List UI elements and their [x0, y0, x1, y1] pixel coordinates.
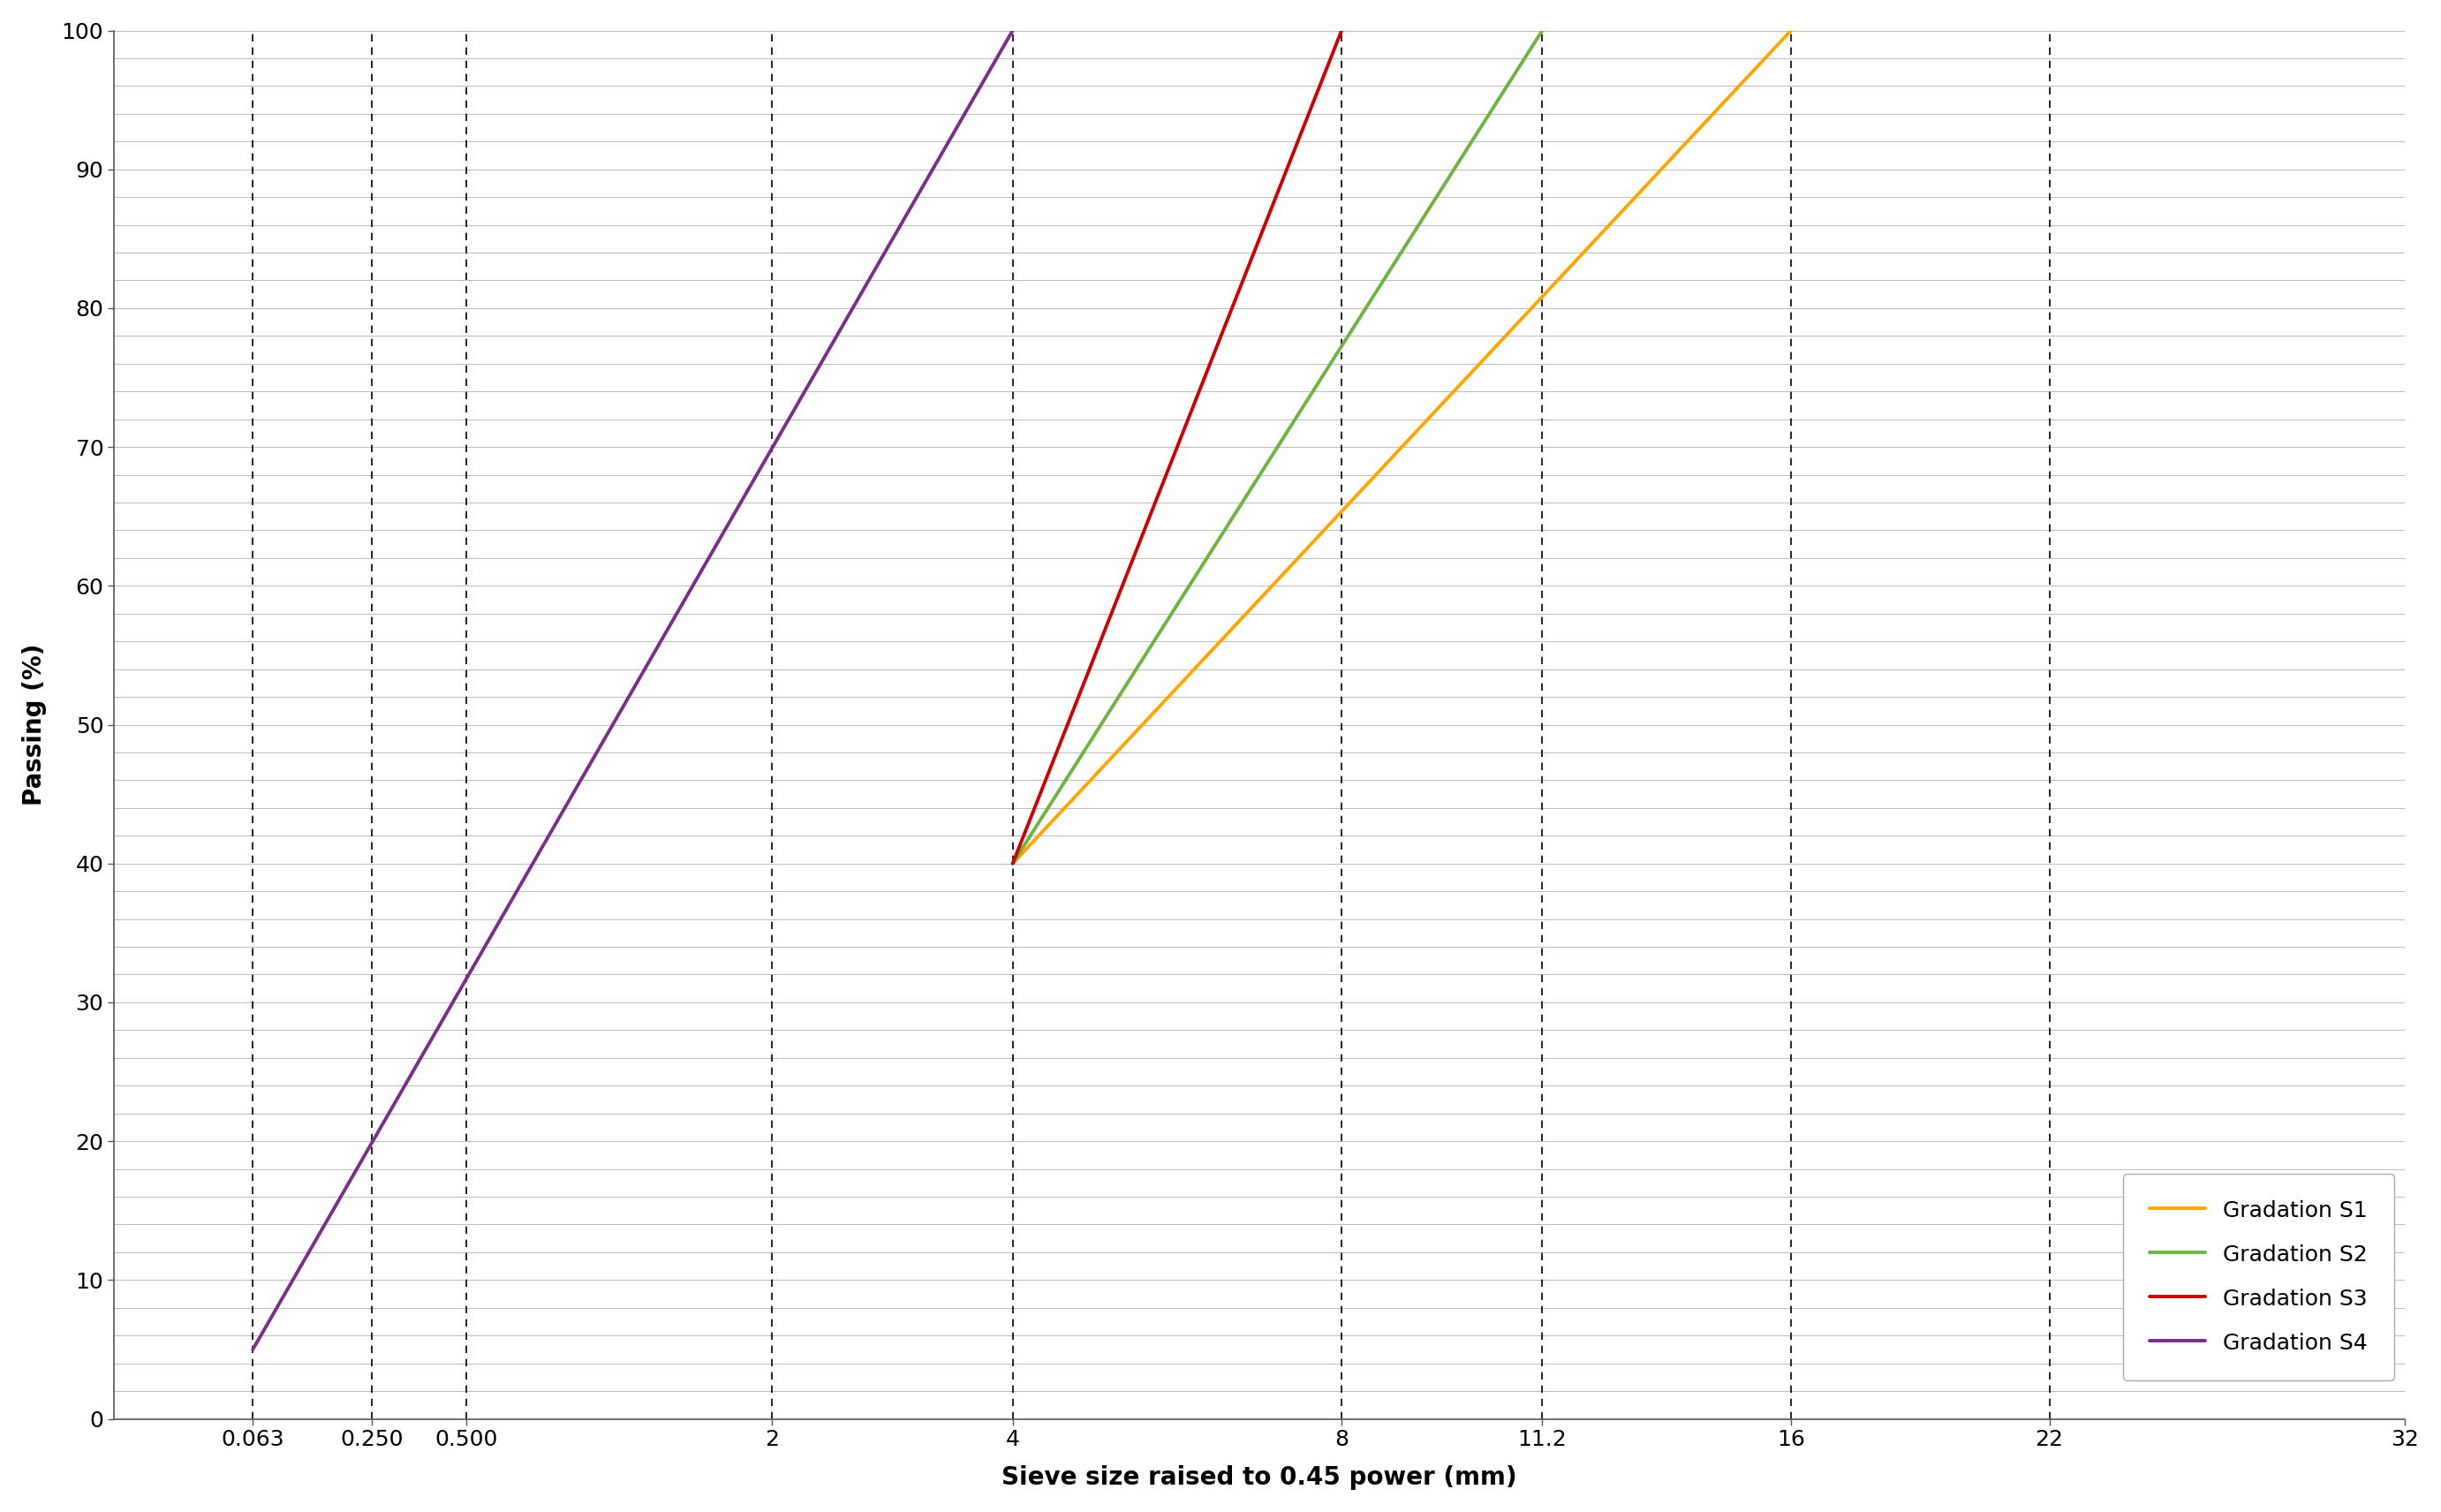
Gradation S2: [1284, 404, 1313, 422]
Gradation S2: [1250, 458, 1279, 476]
Gradation S3: [1194, 358, 1223, 376]
Legend: Gradation S1, Gradation S2, Gradation S3, Gradation S4: Gradation S1, Gradation S2, Gradation S3…: [2124, 1173, 2395, 1380]
Gradation S4: [239, 1340, 269, 1358]
Gradation S1: [1372, 454, 1401, 472]
Line: Gradation S1: Gradation S1: [1013, 30, 1792, 863]
Gradation S4: [603, 706, 632, 724]
Gradation S3: [1177, 404, 1206, 422]
Gradation S4: [862, 259, 891, 277]
Gradation S3: [998, 854, 1028, 872]
Gradation S2: [1433, 172, 1462, 191]
X-axis label: Sieve size raised to 0.45 power (mm): Sieve size raised to 0.45 power (mm): [1001, 1465, 1518, 1489]
Gradation S3: [1328, 21, 1357, 39]
Gradation S1: [1635, 172, 1665, 191]
Gradation S4: [598, 714, 627, 732]
Gradation S2: [1252, 454, 1282, 472]
Gradation S4: [691, 555, 720, 573]
Gradation S2: [998, 854, 1028, 872]
Gradation S3: [1267, 172, 1296, 191]
Gradation S3: [1318, 41, 1347, 59]
Gradation S4: [649, 626, 679, 644]
Gradation S1: [1367, 458, 1396, 476]
Gradation S4: [979, 53, 1008, 71]
Line: Gradation S3: Gradation S3: [1013, 30, 1343, 863]
Gradation S2: [1528, 21, 1557, 39]
Line: Gradation S4: Gradation S4: [254, 30, 1013, 1349]
Gradation S4: [998, 21, 1028, 39]
Gradation S2: [1313, 358, 1343, 376]
Gradation S1: [1758, 41, 1787, 59]
Gradation S3: [1157, 454, 1186, 472]
Y-axis label: Passing (%): Passing (%): [22, 644, 46, 806]
Gradation S1: [998, 854, 1028, 872]
Gradation S1: [1462, 358, 1491, 376]
Line: Gradation S2: Gradation S2: [1013, 30, 1543, 863]
Gradation S1: [1418, 404, 1448, 422]
Gradation S3: [1155, 458, 1184, 476]
Gradation S1: [1777, 21, 1806, 39]
Gradation S2: [1516, 41, 1545, 59]
